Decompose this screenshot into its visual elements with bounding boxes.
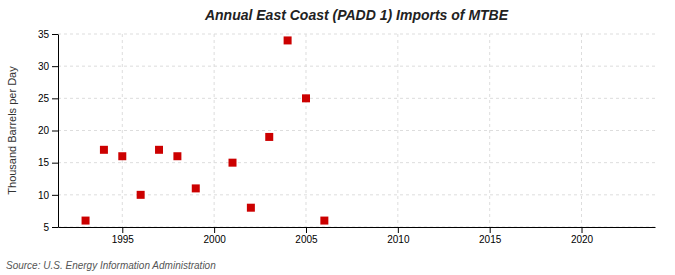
axis-line <box>59 227 656 228</box>
tick-label: 2000 <box>204 234 227 245</box>
tick-label: 5 <box>43 222 49 233</box>
point <box>265 133 273 141</box>
point <box>100 146 108 154</box>
chart: 1995 2000 2005 2010 2015 2020 5 10 15 20 25 30 35 Ann… <box>0 0 675 275</box>
tick: 2015 <box>479 227 502 245</box>
tick-label: 2010 <box>387 234 410 245</box>
tick-label: 1995 <box>112 234 135 245</box>
tick-label: 2015 <box>479 234 502 245</box>
plot: 1995 2000 2005 2010 2015 2020 5 10 15 20 25 30 35 <box>38 29 656 245</box>
grid-line <box>58 162 655 163</box>
point <box>302 94 310 102</box>
tick: 35 <box>38 29 58 40</box>
tick-mark <box>306 227 307 233</box>
annotation: Source: U.S. Energy Information Administ… <box>6 260 216 271</box>
tick-mark <box>52 195 58 196</box>
tick-label: 20 <box>38 125 50 136</box>
tick-mark <box>52 227 58 228</box>
grid-line <box>58 194 655 195</box>
x-axis: 1995 2000 2005 2010 2015 2020 <box>59 227 656 245</box>
tick-label: 10 <box>38 190 50 201</box>
title: Annual East Coast (PADD 1) Imports of MT… <box>204 7 509 23</box>
point <box>118 152 126 160</box>
points <box>82 36 329 224</box>
grid <box>58 34 655 227</box>
point <box>173 152 181 160</box>
point <box>82 217 90 225</box>
point <box>320 217 328 225</box>
tick: 25 <box>38 93 58 104</box>
point <box>137 191 145 199</box>
axis-line <box>58 35 59 228</box>
tick-mark <box>582 227 583 233</box>
tick-label: 2020 <box>571 234 594 245</box>
tick: 2010 <box>387 227 410 245</box>
tick: 2020 <box>571 227 594 245</box>
tick: 2000 <box>204 227 227 245</box>
tick: 20 <box>38 125 58 136</box>
grid-line <box>58 227 655 228</box>
grid-line <box>397 34 398 227</box>
y-axis-label: Thousand Barrels per Day <box>6 66 18 195</box>
tick-mark <box>490 227 491 233</box>
tick: 10 <box>38 190 58 201</box>
grid-line <box>58 34 655 35</box>
tick-label: 25 <box>38 93 50 104</box>
tick-mark <box>52 98 58 99</box>
tick-mark <box>214 227 215 233</box>
tick-mark <box>52 34 58 35</box>
point <box>247 204 255 212</box>
point <box>229 159 237 167</box>
point <box>284 36 292 44</box>
y-axis: 5 10 15 20 25 30 35 <box>38 29 59 233</box>
tick-label: 30 <box>38 61 50 72</box>
point <box>192 184 200 192</box>
tick-label: 15 <box>38 157 50 168</box>
tick-mark <box>52 131 58 132</box>
tick-mark <box>122 227 123 233</box>
tick-label: 35 <box>38 29 50 40</box>
tick-mark <box>398 227 399 233</box>
tick: 1995 <box>112 227 135 245</box>
tick: 30 <box>38 61 58 72</box>
tick-mark <box>52 66 58 67</box>
tick: 5 <box>43 222 58 233</box>
tick-mark <box>52 163 58 164</box>
tick: 15 <box>38 157 58 168</box>
grid-line <box>58 130 655 131</box>
grid-line <box>58 66 655 67</box>
grid-line <box>58 98 655 99</box>
tick-label: 2005 <box>295 234 318 245</box>
point <box>155 146 163 154</box>
tick: 2005 <box>295 227 318 245</box>
grid-line <box>122 34 123 227</box>
